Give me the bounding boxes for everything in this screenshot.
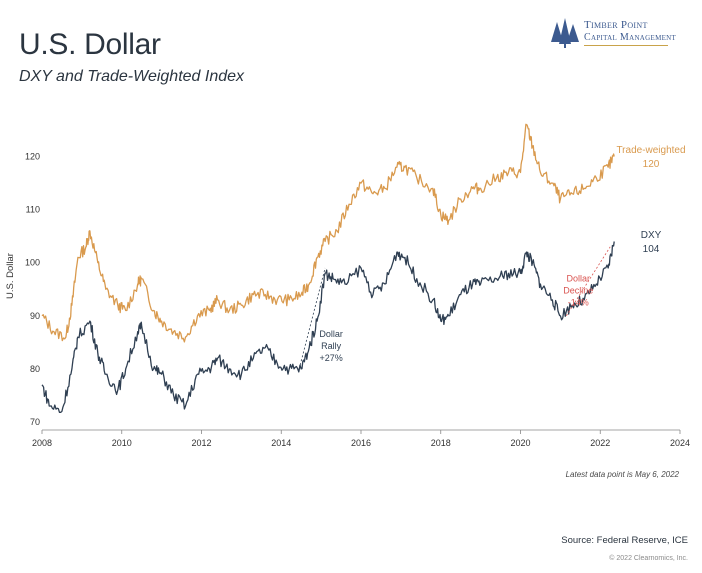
x-tick-label: 2022 bbox=[590, 438, 610, 448]
logo-line-1: Timber Point bbox=[584, 19, 648, 31]
chart-title: U.S. Dollar bbox=[19, 28, 161, 61]
y-axis-label: U.S. Dollar bbox=[5, 253, 16, 299]
series-layer: Trade-weighted 120 DXY 104 bbox=[41, 123, 686, 414]
annotation-text-decline: Decline bbox=[563, 285, 593, 295]
chart-subtitle: DXY and Trade-Weighted Index bbox=[19, 68, 245, 85]
annotation-line-rally bbox=[298, 267, 326, 370]
x-tick-label: 2018 bbox=[431, 438, 451, 448]
annotation-line-decline bbox=[566, 246, 611, 317]
chart-axes: 2008 2010 2012 2014 2016 2018 2020 2022 2024 70 80… bbox=[5, 152, 690, 448]
company-logo: Timber Point Capital Management bbox=[545, 16, 685, 50]
x-tick-label: 2012 bbox=[191, 438, 211, 448]
x-tick-label: 2020 bbox=[510, 438, 530, 448]
annotation-text-rally: Dollar bbox=[319, 329, 343, 339]
pine-trees-icon bbox=[551, 18, 579, 48]
y-tick-label: 100 bbox=[25, 258, 40, 268]
series-line-0 bbox=[41, 123, 615, 343]
y-tick-label: 80 bbox=[30, 364, 40, 374]
logo-rule bbox=[584, 45, 668, 46]
annotation-text-rally: Rally bbox=[321, 341, 342, 351]
source-text: Source: Federal Reserve, ICE bbox=[561, 535, 688, 546]
annotation-text-decline: -14% bbox=[568, 297, 589, 307]
y-tick-label: 120 bbox=[25, 152, 40, 162]
y-tick-label: 70 bbox=[30, 417, 40, 427]
series-label-name: DXY bbox=[641, 230, 662, 241]
series-label-value: 120 bbox=[643, 159, 660, 170]
x-tick-label: 2016 bbox=[351, 438, 371, 448]
y-tick-label: 110 bbox=[26, 205, 40, 215]
annotation-layer: Dollar Rally +27% Dollar Decline -14% bbox=[298, 246, 611, 370]
x-tick-label: 2010 bbox=[112, 438, 132, 448]
series-label-value: 104 bbox=[643, 244, 660, 255]
y-tick-label: 90 bbox=[30, 311, 40, 321]
series-line-1 bbox=[41, 241, 615, 414]
series-label-name: Trade-weighted bbox=[616, 145, 685, 156]
x-tick-label: 2014 bbox=[271, 438, 291, 448]
annotation-text-rally: +27% bbox=[319, 353, 342, 363]
x-tick-label: 2008 bbox=[32, 438, 52, 448]
logo-line-2: Capital Management bbox=[584, 32, 677, 43]
annotation-text-decline: Dollar bbox=[567, 273, 591, 283]
copyright-text: © 2022 Clearnomics, Inc. bbox=[609, 555, 688, 562]
x-tick-label: 2024 bbox=[670, 438, 690, 448]
latest-data-note: Latest data point is May 6, 2022 bbox=[565, 470, 679, 479]
